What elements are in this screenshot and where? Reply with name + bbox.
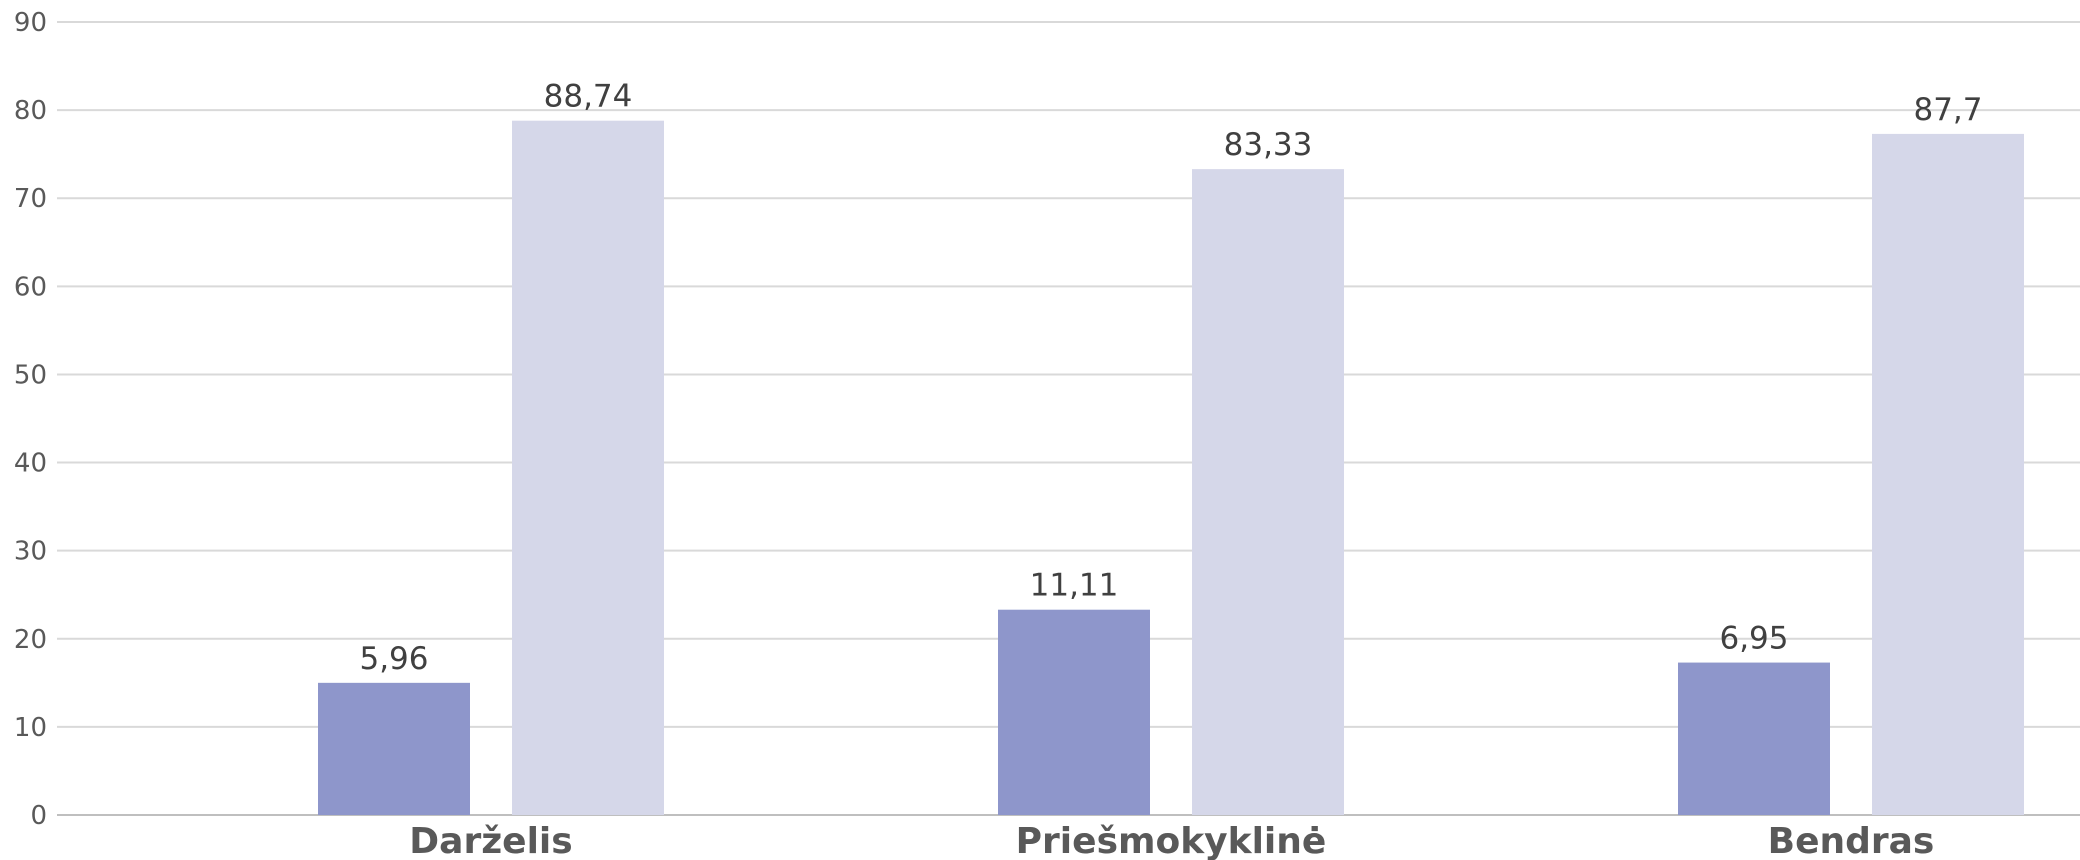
bar-2-0 <box>512 120 664 815</box>
bar-1-0 <box>318 682 470 815</box>
data-label: 6,95 <box>1719 621 1788 657</box>
category-label: Priešmokyklinė <box>1016 821 1327 860</box>
y-tick-label: 40 <box>14 449 47 479</box>
bar-1-2 <box>1678 662 1830 815</box>
y-tick-label: 90 <box>14 8 47 38</box>
bar-1-1 <box>998 609 1150 815</box>
y-tick-label: 70 <box>14 184 47 214</box>
data-label: 87,7 <box>1913 92 1982 128</box>
bar-2-2 <box>1872 133 2024 815</box>
data-label: 5,96 <box>359 641 428 677</box>
x-axis-categories: Darželis Priešmokyklinė Bendras <box>409 821 1934 860</box>
y-tick-label: 30 <box>14 537 47 567</box>
y-tick-label: 0 <box>30 801 47 831</box>
category-label: Bendras <box>1768 821 1935 860</box>
bars <box>318 120 2024 815</box>
data-label: 83,33 <box>1224 127 1313 163</box>
category-label: Darželis <box>409 821 572 860</box>
y-tick-label: 10 <box>14 713 47 743</box>
y-tick-label: 60 <box>14 272 47 302</box>
y-tick-label: 20 <box>14 625 47 655</box>
data-label: 11,11 <box>1030 568 1119 604</box>
data-label: 88,74 <box>544 79 633 115</box>
bar-2-1 <box>1192 169 1344 815</box>
y-axis-ticks: 0 10 20 30 40 50 60 70 80 90 <box>14 8 47 831</box>
y-tick-label: 80 <box>14 96 47 126</box>
data-labels: 5,96 88,74 11,11 83,33 6,95 87,7 <box>359 79 1982 677</box>
y-tick-label: 50 <box>14 360 47 390</box>
